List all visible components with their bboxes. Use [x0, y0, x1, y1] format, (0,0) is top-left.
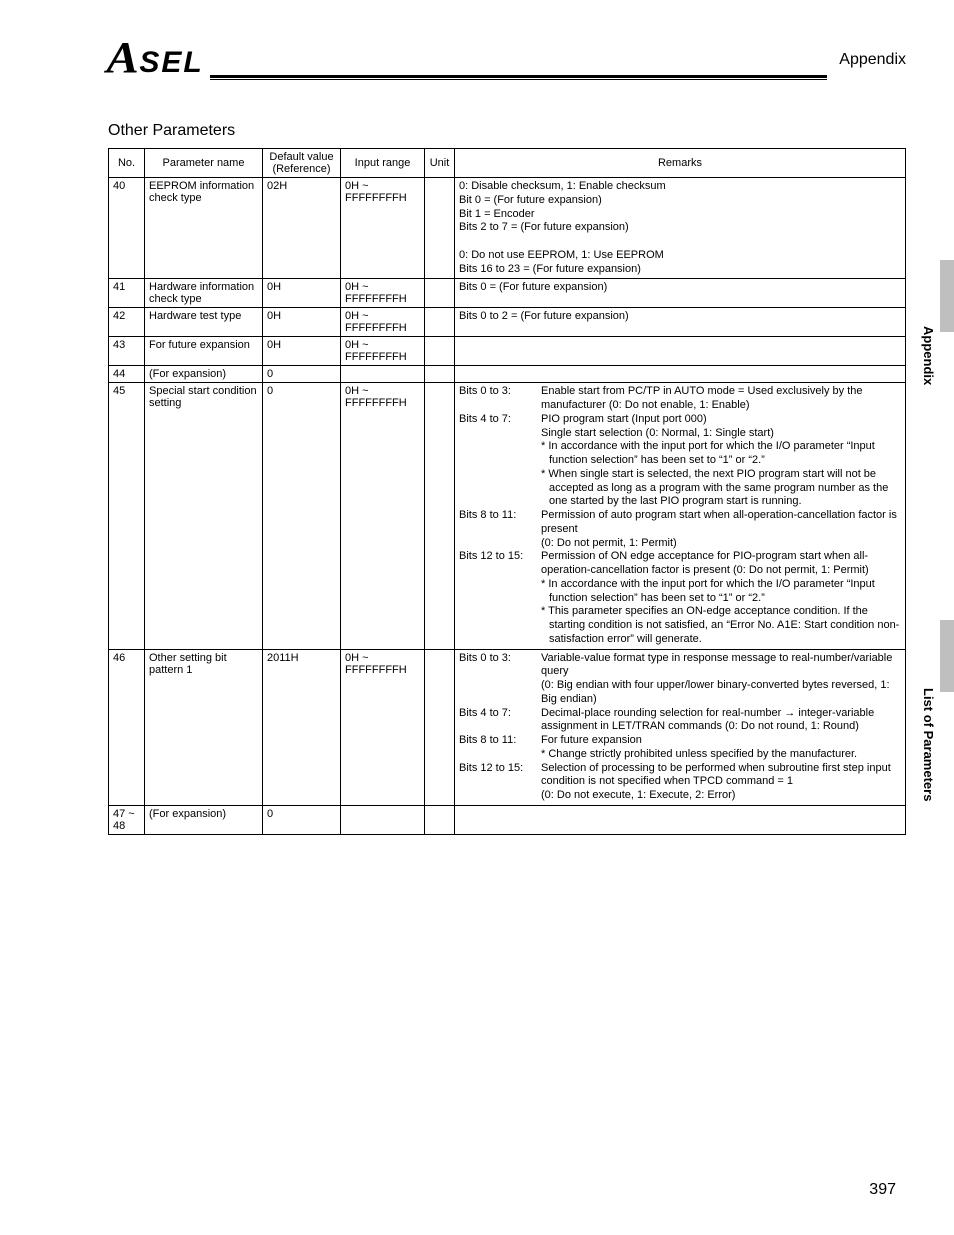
cell-unit: [425, 649, 455, 805]
cell-parameter-name: For future expansion: [145, 337, 263, 366]
col-unit: Unit: [425, 149, 455, 178]
cell-default-value: 0H: [263, 337, 341, 366]
side-tab-marker-2: [940, 620, 954, 692]
cell-unit: [425, 805, 455, 834]
bits-label: Bits 0 to 3:: [459, 385, 535, 413]
cell-input-range: 0H ~ FFFFFFFFH: [341, 178, 425, 279]
cell-parameter-name: EEPROM information check type: [145, 178, 263, 279]
table-header-row: No. Parameter name Default value (Refere…: [109, 149, 906, 178]
side-tabs: Appendix List of Parameters: [908, 0, 954, 1235]
cell-default-value: 02H: [263, 178, 341, 279]
logo-letter-a: A: [107, 40, 139, 75]
cell-no: 46: [109, 649, 145, 805]
cell-remarks: [455, 805, 906, 834]
cell-unit: [425, 337, 455, 366]
table-row: 45Special start condition setting00H ~ F…: [109, 383, 906, 649]
cell-input-range: [341, 805, 425, 834]
table-row: 43For future expansion0H0H ~ FFFFFFFFH: [109, 337, 906, 366]
cell-input-range: 0H ~ FFFFFFFFH: [341, 383, 425, 649]
cell-parameter-name: Other setting bit pattern 1: [145, 649, 263, 805]
cell-remarks: [455, 337, 906, 366]
cell-unit: [425, 178, 455, 279]
cell-default-value: 2011H: [263, 649, 341, 805]
cell-remarks: Bits 0 to 2 = (For future expansion): [455, 308, 906, 337]
cell-default-value: 0: [263, 805, 341, 834]
bits-text: For future expansion* Change strictly pr…: [541, 734, 901, 762]
side-tab-label-parameters: List of Parameters: [921, 688, 936, 801]
section-title: Other Parameters: [108, 122, 906, 140]
bits-text: Enable start from PC/TP in AUTO mode = U…: [541, 385, 901, 413]
logo-letters-sel: SEL: [139, 46, 203, 80]
cell-remarks: 0: Disable checksum, 1: Enable checksumB…: [455, 178, 906, 279]
cell-remarks: Bits 0 to 3:Variable-value format type i…: [455, 649, 906, 805]
cell-remarks: Bits 0 to 3:Enable start from PC/TP in A…: [455, 383, 906, 649]
bits-text: Variable-value format type in response m…: [541, 652, 901, 707]
cell-default-value: 0: [263, 383, 341, 649]
bits-label: Bits 12 to 15:: [459, 550, 535, 646]
bits-text: Permission of auto program start when al…: [541, 509, 901, 550]
cell-unit: [425, 308, 455, 337]
cell-default-value: 0H: [263, 279, 341, 308]
cell-remarks: Bits 0 = (For future expansion): [455, 279, 906, 308]
cell-no: 42: [109, 308, 145, 337]
cell-input-range: 0H ~ FFFFFFFFH: [341, 649, 425, 805]
header-rule: [210, 75, 828, 80]
col-remarks: Remarks: [455, 149, 906, 178]
side-tab-label-appendix: Appendix: [921, 326, 936, 385]
cell-input-range: 0H ~ FFFFFFFFH: [341, 308, 425, 337]
table-row: 42Hardware test type0H0H ~ FFFFFFFFH Bits…: [109, 308, 906, 337]
parameters-table: No. Parameter name Default value (Refere…: [108, 148, 906, 835]
table-row: 41Hardware information check type0H0H ~ …: [109, 279, 906, 308]
bits-label: Bits 12 to 15:: [459, 762, 535, 803]
cell-parameter-name: Hardware test type: [145, 308, 263, 337]
cell-parameter-name: (For expansion): [145, 805, 263, 834]
cell-no: 45: [109, 383, 145, 649]
cell-unit: [425, 366, 455, 383]
cell-no: 41: [109, 279, 145, 308]
page-number: 397: [869, 1181, 896, 1199]
cell-remarks: [455, 366, 906, 383]
col-range: Input range: [341, 149, 425, 178]
header-section-label: Appendix: [839, 51, 906, 69]
brand-logo: A SEL: [108, 40, 204, 80]
cell-no: 40: [109, 178, 145, 279]
cell-unit: [425, 279, 455, 308]
bits-label: Bits 8 to 11:: [459, 734, 535, 762]
bits-text: Selection of processing to be performed …: [541, 762, 901, 803]
bits-text: Decimal-place rounding selection for rea…: [541, 707, 901, 735]
cell-input-range: [341, 366, 425, 383]
bits-label: Bits 0 to 3:: [459, 652, 535, 707]
cell-no: 43: [109, 337, 145, 366]
table-row: 44(For expansion)0: [109, 366, 906, 383]
col-name: Parameter name: [145, 149, 263, 178]
bits-label: Bits 8 to 11:: [459, 509, 535, 550]
cell-parameter-name: (For expansion): [145, 366, 263, 383]
cell-input-range: 0H ~ FFFFFFFFH: [341, 279, 425, 308]
cell-parameter-name: Special start condition setting: [145, 383, 263, 649]
cell-no: 44: [109, 366, 145, 383]
table-row: 47 ~ 48(For expansion)0: [109, 805, 906, 834]
table-row: 40EEPROM information check type02H0H ~ F…: [109, 178, 906, 279]
cell-unit: [425, 383, 455, 649]
col-no: No.: [109, 149, 145, 178]
cell-input-range: 0H ~ FFFFFFFFH: [341, 337, 425, 366]
header-row: A SEL Appendix: [108, 40, 906, 80]
bits-text: Permission of ON edge acceptance for PIO…: [541, 550, 901, 646]
cell-default-value: 0: [263, 366, 341, 383]
bits-text: PIO program start (Input port 000)Single…: [541, 413, 901, 509]
col-default: Default value (Reference): [263, 149, 341, 178]
cell-default-value: 0H: [263, 308, 341, 337]
bits-label: Bits 4 to 7:: [459, 413, 535, 509]
bits-label: Bits 4 to 7:: [459, 707, 535, 735]
table-row: 46Other setting bit pattern 12011H0H ~ F…: [109, 649, 906, 805]
side-tab-marker-1: [940, 260, 954, 332]
cell-parameter-name: Hardware information check type: [145, 279, 263, 308]
cell-no: 47 ~ 48: [109, 805, 145, 834]
